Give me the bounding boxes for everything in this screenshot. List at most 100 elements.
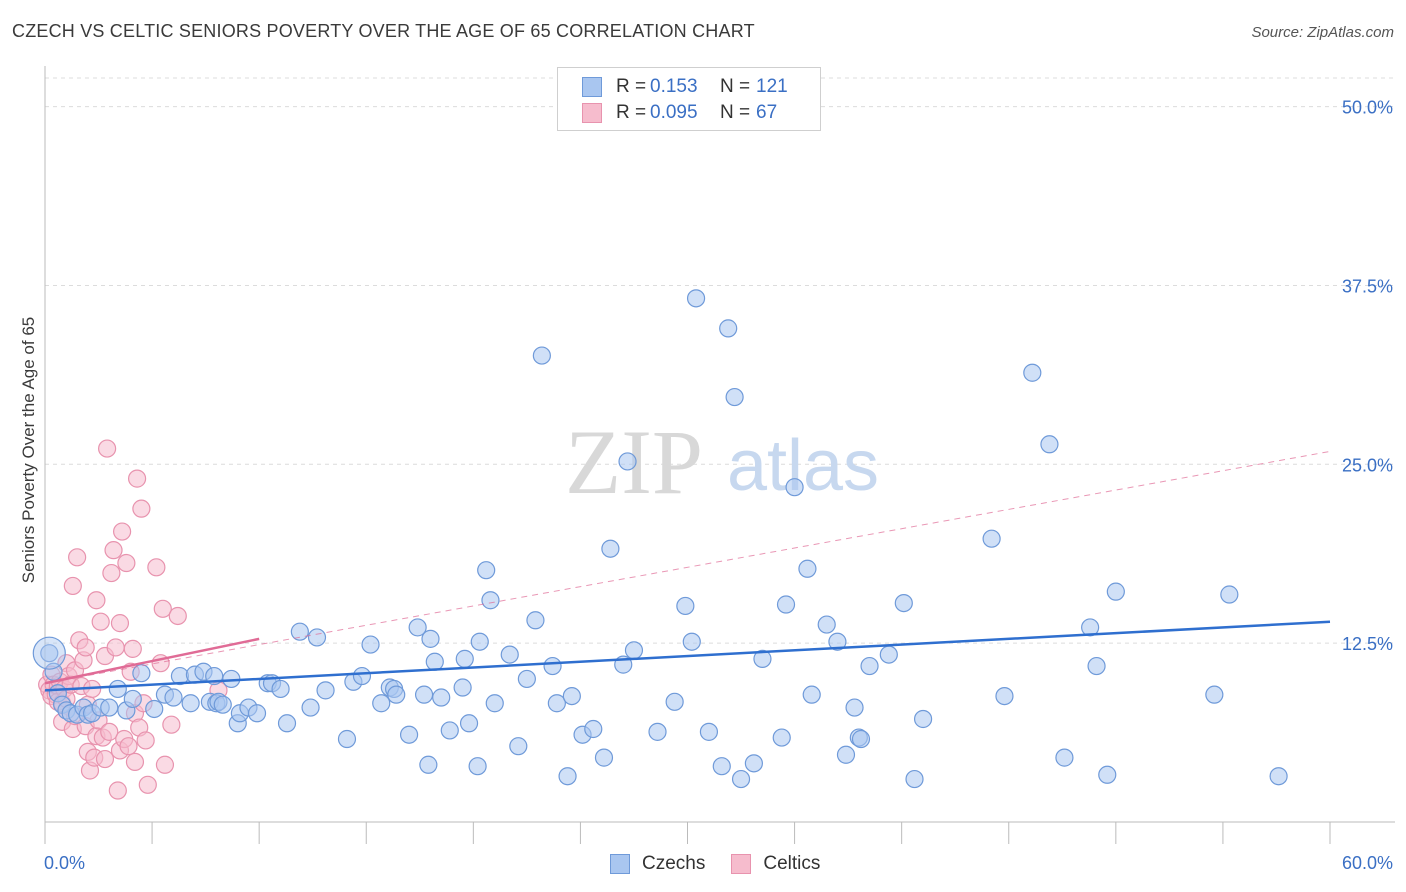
czechs-point bbox=[459, 714, 479, 733]
czechs-point bbox=[851, 729, 871, 749]
czechs-point bbox=[601, 539, 620, 558]
celtics-point bbox=[102, 563, 121, 583]
celtics-point bbox=[125, 752, 145, 772]
czechs-point bbox=[509, 737, 528, 756]
czechs-point bbox=[532, 346, 551, 365]
watermark-atlas: atlas bbox=[727, 426, 879, 506]
czechs-point bbox=[618, 452, 637, 471]
czechs-point bbox=[352, 666, 372, 686]
czechs-point bbox=[802, 685, 821, 704]
czechs-point bbox=[905, 769, 924, 789]
czechs-point bbox=[247, 704, 267, 723]
czechs-point bbox=[132, 664, 151, 683]
celtics-point bbox=[76, 638, 95, 657]
r-value: 0.095 bbox=[650, 102, 698, 123]
czechs-point bbox=[1220, 585, 1239, 604]
czechs-point bbox=[699, 722, 719, 741]
czechs-point bbox=[481, 591, 500, 610]
celtics-point bbox=[104, 541, 123, 560]
zipatlas-watermark: ZIP atlas bbox=[565, 411, 879, 513]
czechs-point bbox=[828, 632, 847, 651]
celtics-point bbox=[147, 558, 166, 577]
czechs-point bbox=[772, 728, 791, 747]
czechs-point bbox=[894, 593, 913, 613]
celtics-point bbox=[136, 731, 155, 750]
czechs-point bbox=[776, 595, 796, 614]
czechs-point bbox=[682, 632, 701, 651]
czechs-point bbox=[361, 635, 380, 654]
czechs-point bbox=[744, 754, 763, 773]
celtics-trend-line bbox=[44, 637, 260, 685]
y-tick-label: 12.5% bbox=[1342, 634, 1393, 654]
legend-row-celtics: R = 0.095 N = 67 bbox=[582, 101, 777, 125]
chart-title: CZECH VS CELTIC SENIORS POVERTY OVER THE… bbox=[12, 21, 755, 41]
czechs-point bbox=[879, 645, 898, 664]
celtics-legend-label: Celtics bbox=[763, 853, 821, 874]
czechs-point bbox=[40, 644, 59, 663]
czechs-point bbox=[584, 719, 603, 739]
r-label: R = bbox=[616, 102, 647, 123]
celtics-point bbox=[91, 612, 110, 631]
czechs-point bbox=[470, 632, 489, 651]
legend-item-czechs: Czechs bbox=[610, 853, 705, 875]
celtics-point bbox=[106, 638, 125, 657]
czechs-point bbox=[836, 745, 856, 764]
czechs-point bbox=[648, 722, 667, 741]
czechs-point bbox=[1023, 363, 1042, 382]
czechs-point bbox=[164, 688, 183, 707]
celtics-point bbox=[153, 599, 172, 618]
czechs-point bbox=[301, 698, 320, 717]
y-tick-label: 50.0% bbox=[1342, 98, 1393, 118]
celtics-point bbox=[119, 737, 138, 756]
czechs-point bbox=[372, 694, 391, 713]
x-tick-label-min: 0.0% bbox=[44, 853, 85, 873]
n-label: N = bbox=[720, 102, 751, 123]
czechs-point bbox=[316, 681, 335, 700]
legend-item-celtics: Celtics bbox=[731, 853, 820, 875]
celtics-legend-swatch bbox=[731, 854, 752, 874]
czechs-point bbox=[543, 656, 562, 676]
czechs-point bbox=[753, 649, 772, 668]
czechs-point bbox=[108, 679, 127, 699]
czechs-point bbox=[817, 615, 836, 634]
czechs-point bbox=[414, 685, 434, 704]
celtics-point bbox=[98, 439, 117, 458]
czechs-point bbox=[408, 618, 427, 637]
czechs-point bbox=[1040, 435, 1059, 454]
celtics-point bbox=[132, 499, 151, 518]
stats-legend: R = 0.153 N = 121 R = 0.095 N = 67 bbox=[557, 67, 821, 131]
czechs-point bbox=[425, 652, 444, 671]
czechs-swatch bbox=[582, 77, 602, 97]
czechs-point bbox=[421, 629, 440, 648]
celtics-point bbox=[138, 775, 157, 794]
czechs-point bbox=[213, 695, 232, 714]
czechs-point bbox=[419, 755, 438, 774]
czechs-point bbox=[337, 729, 357, 749]
czechs-point bbox=[624, 641, 644, 660]
czechs-point bbox=[455, 649, 474, 668]
czechs-point bbox=[665, 692, 684, 711]
czechs-point bbox=[712, 757, 731, 776]
czechs-point bbox=[290, 622, 309, 641]
celtics-point bbox=[95, 749, 115, 769]
celtics-point bbox=[112, 522, 132, 541]
czechs-points bbox=[32, 289, 1288, 789]
czechs-legend-label: Czechs bbox=[642, 853, 706, 874]
celtics-point bbox=[87, 591, 106, 610]
n-value: 67 bbox=[756, 102, 778, 123]
axes bbox=[44, 66, 1395, 844]
czechs-point bbox=[181, 694, 200, 713]
czechs-point bbox=[1106, 582, 1125, 601]
trend-lines bbox=[44, 450, 1331, 692]
czechs-point bbox=[562, 686, 581, 706]
czechs-point bbox=[123, 689, 142, 709]
y-tick-label: 37.5% bbox=[1342, 276, 1393, 296]
czechs-point bbox=[982, 529, 1001, 548]
celtics-point bbox=[123, 639, 142, 658]
czechs-point bbox=[432, 688, 451, 707]
legend-row-czechs: R = 0.153 N = 121 bbox=[582, 75, 788, 99]
celtics-point bbox=[168, 606, 187, 626]
r-value: 0.153 bbox=[650, 76, 698, 97]
celtics-point bbox=[127, 469, 147, 488]
